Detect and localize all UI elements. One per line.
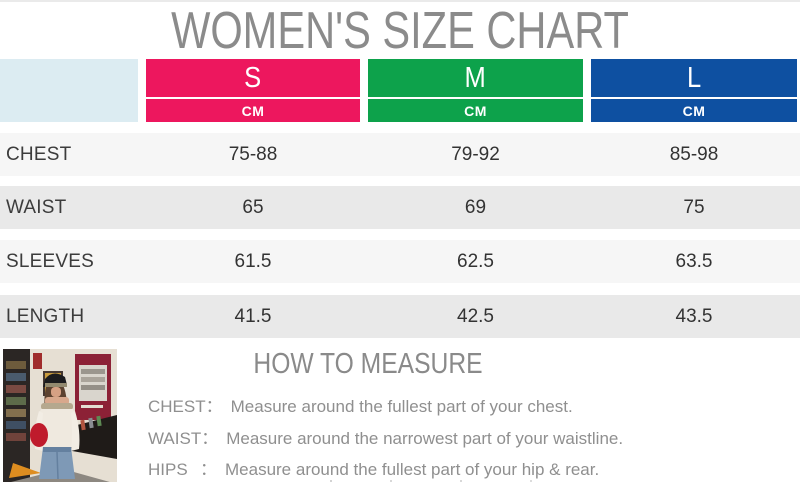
measure-text: Measure around the narrowest part of you…	[226, 429, 624, 448]
measure-label: WAIST	[148, 429, 202, 448]
cell-value: 61.5	[234, 251, 272, 272]
size-header-s: S	[146, 59, 360, 97]
measure-label: CHEST	[148, 397, 206, 416]
size-label: S	[244, 61, 262, 94]
measure-label: HIPS	[148, 460, 188, 479]
measure-colon: ：	[205, 397, 223, 416]
table-row-length: LENGTH 41.5 42.5 43.5	[0, 295, 800, 338]
table-row-sleeves: SLEEVES 61.5 62.5 63.5	[0, 240, 800, 283]
unit-cell-s: CM	[146, 99, 360, 122]
row-label: CHEST	[6, 144, 72, 165]
measure-text: Measure around the fullest part of your …	[230, 397, 573, 416]
cell-value: 42.5	[457, 306, 494, 327]
measure-colon: ：	[200, 460, 217, 479]
row-label: LENGTH	[6, 306, 85, 327]
size-label: L	[686, 61, 702, 94]
table-corner-cell	[0, 59, 138, 122]
measure-line-waist: WAIST： Measure around the narrowest part …	[148, 428, 623, 450]
size-header-m: M	[368, 59, 583, 97]
measure-line-chest: CHEST： Measure around the fullest part of…	[148, 396, 573, 418]
cell-value: 75	[683, 197, 705, 218]
cell-value: 75-88	[228, 144, 278, 165]
cell-value: 65	[242, 197, 264, 218]
cell-value: 62.5	[457, 251, 494, 272]
cell-value: 41.5	[234, 306, 272, 327]
unit-cell-l: CM	[591, 99, 797, 122]
page-title: WOMEN'S SIZE CHART	[171, 2, 629, 60]
cell-value: 85-98	[669, 144, 719, 165]
photo-illustration	[3, 349, 117, 482]
size-header-l: L	[591, 59, 797, 97]
unit-cell-m: CM	[368, 99, 583, 122]
cell-value: 63.5	[675, 251, 713, 272]
table-row-chest: CHEST 75-88 79-92 85-98	[0, 133, 800, 176]
size-label: M	[464, 61, 487, 94]
cell-value: 43.5	[675, 306, 713, 327]
measure-colon: ：	[201, 429, 219, 448]
measure-text: Measure around the fullest part of your …	[225, 460, 600, 479]
measure-heading: HOW TO MEASURE	[253, 348, 483, 380]
measure-line-hips: HIPS ： Measure around the fullest part of …	[148, 459, 599, 481]
product-photo	[3, 349, 117, 482]
cell-value: 79-92	[451, 144, 500, 165]
table-row-waist: WAIST 65 69 75	[0, 186, 800, 229]
row-label: SLEEVES	[6, 251, 95, 272]
row-label: WAIST	[6, 197, 67, 218]
cell-value: 69	[464, 197, 487, 218]
cutoff-text-fragment	[330, 480, 570, 482]
